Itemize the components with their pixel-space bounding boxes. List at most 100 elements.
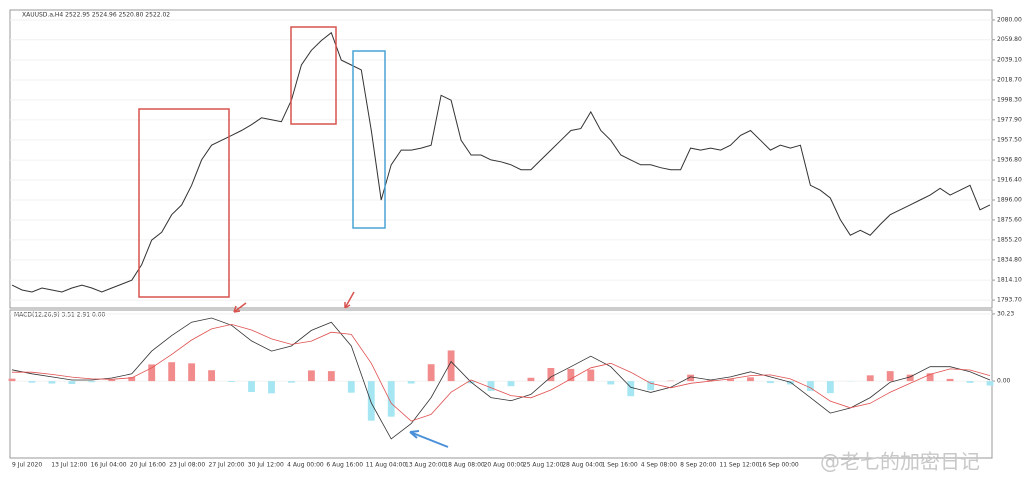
macd-line xyxy=(12,323,991,422)
histogram-bar xyxy=(507,381,515,387)
price-line xyxy=(11,31,991,293)
histogram-bar xyxy=(128,377,136,382)
highlight-box xyxy=(352,50,386,229)
y-tick-label: 0.00 xyxy=(997,378,1011,385)
y-tick-label: 1834.80 xyxy=(997,256,1022,263)
x-tick-label: 16 Jul 04:00 xyxy=(91,462,127,469)
x-tick-label: 25 Aug 12:00 xyxy=(523,462,564,469)
histogram-bar xyxy=(407,381,415,384)
histogram-bar xyxy=(208,370,216,382)
histogram-bar xyxy=(886,371,894,382)
x-tick-label: 16 Sep 00:00 xyxy=(759,462,799,469)
histogram-bar xyxy=(387,381,395,417)
histogram-bar xyxy=(68,381,76,384)
price-panel xyxy=(9,9,993,309)
histogram-bar xyxy=(727,379,734,382)
histogram-bar xyxy=(687,374,695,382)
y-tick-label: 1936.80 xyxy=(997,157,1022,164)
y-tick-label: 1957.50 xyxy=(997,136,1022,143)
y-tick-label: 1793.70 xyxy=(997,297,1022,304)
histogram-bar xyxy=(288,381,295,383)
histogram-bar xyxy=(248,381,255,392)
highlight-box xyxy=(290,26,337,125)
histogram-bar xyxy=(88,381,96,383)
histogram-bar xyxy=(647,381,655,391)
y-tick-label: 2080.00 xyxy=(997,16,1022,23)
histogram-bar xyxy=(367,381,375,421)
arrow xyxy=(344,291,355,309)
histogram-bar xyxy=(527,377,535,382)
y-tick-label: 1896.00 xyxy=(997,196,1022,203)
histogram-bar xyxy=(926,373,934,382)
macd-line xyxy=(11,317,991,440)
histogram-bar xyxy=(148,364,156,382)
x-tick-label: 23 Jul 08:00 xyxy=(169,462,205,469)
x-tick-label: 20 Aug 00:00 xyxy=(484,462,525,469)
histogram-bar xyxy=(866,375,874,382)
histogram-bar xyxy=(707,380,714,382)
histogram-bar xyxy=(327,371,335,382)
y-tick-label: 2018.70 xyxy=(997,76,1022,83)
histogram-bar xyxy=(268,381,275,394)
histogram-bar xyxy=(906,374,914,382)
x-tick-label: 11 Aug 04:00 xyxy=(366,462,407,469)
x-tick-label: 27 Jul 20:00 xyxy=(209,462,245,469)
histogram-bar xyxy=(786,381,794,385)
price-title: XAUUSD.a,H4 2522.95 2524.96 2520.80 2522… xyxy=(22,12,170,19)
macd-title: MACD(12,26,9) 3.51 2.91 0.00 xyxy=(14,312,106,319)
x-tick-label: 28 Aug 04:00 xyxy=(562,462,603,469)
marks: 2080.00 2059.80 2039.10 2018.70 1998.30 1977.… xyxy=(8,16,1022,469)
x-tick-label: 30 Jul 12:00 xyxy=(248,462,284,469)
x-tick-label: 9 Jul 2020 xyxy=(12,462,42,469)
histogram-bar xyxy=(347,381,355,393)
y-tick-label: 1916.40 xyxy=(997,177,1022,184)
histogram-bar xyxy=(307,370,315,382)
histogram-bar xyxy=(427,364,435,382)
x-tick-label: 13 Aug 20:00 xyxy=(405,462,446,469)
histogram-bar xyxy=(986,381,994,386)
y-tick-label: 2059.80 xyxy=(997,36,1022,43)
histogram-bar xyxy=(966,381,974,383)
histogram-bar xyxy=(228,381,235,382)
x-tick-label: 1 Sep 16:00 xyxy=(602,462,638,469)
highlight-box xyxy=(138,108,230,298)
histogram-bar xyxy=(547,368,555,382)
y-tick-label: 2039.10 xyxy=(997,56,1022,63)
histogram-bar xyxy=(806,381,814,391)
y-tick-label: 1875.60 xyxy=(997,216,1022,223)
y-tick-label: 1814.10 xyxy=(997,277,1022,284)
histogram-bar xyxy=(447,350,455,382)
histogram-bar xyxy=(188,363,196,382)
x-tick-label: 6 Aug 16:00 xyxy=(326,462,363,469)
y-tick-label: 1998.30 xyxy=(997,96,1022,103)
histogram-bar xyxy=(767,381,774,384)
histogram-bar xyxy=(567,368,575,382)
histogram-bar xyxy=(747,377,754,382)
x-tick-label: 4 Aug 00:00 xyxy=(287,462,324,469)
histogram-bar xyxy=(487,381,495,391)
arrow xyxy=(233,302,247,313)
histogram-bar xyxy=(28,381,36,383)
histogram-bar xyxy=(8,378,16,382)
histogram-bar xyxy=(946,378,954,382)
y-tick-label: 30.23 xyxy=(997,310,1014,317)
histogram-bar xyxy=(607,381,615,385)
x-tick-label: 18 Aug 08:00 xyxy=(444,462,485,469)
x-tick-label: 20 Jul 16:00 xyxy=(130,462,166,469)
histogram-bar xyxy=(627,381,635,397)
histogram-bar xyxy=(108,379,116,382)
x-tick-label: 11 Sep 12:00 xyxy=(719,462,759,469)
x-tick-label: 13 Jul 12:00 xyxy=(51,462,87,469)
histogram-bar xyxy=(587,369,595,382)
y-tick-label: 1855.20 xyxy=(997,236,1022,243)
arrow xyxy=(409,430,449,448)
y-tick-label: 1977.90 xyxy=(997,116,1022,123)
histogram-bar xyxy=(826,381,834,394)
x-tick-label: 8 Sep 20:00 xyxy=(680,462,716,469)
macd-panel xyxy=(9,309,993,459)
histogram-bar xyxy=(48,381,56,384)
x-tick-label: 4 Sep 08:00 xyxy=(641,462,677,469)
histogram-bar xyxy=(168,362,176,382)
watermark: @老七的加密日记 xyxy=(820,450,980,474)
